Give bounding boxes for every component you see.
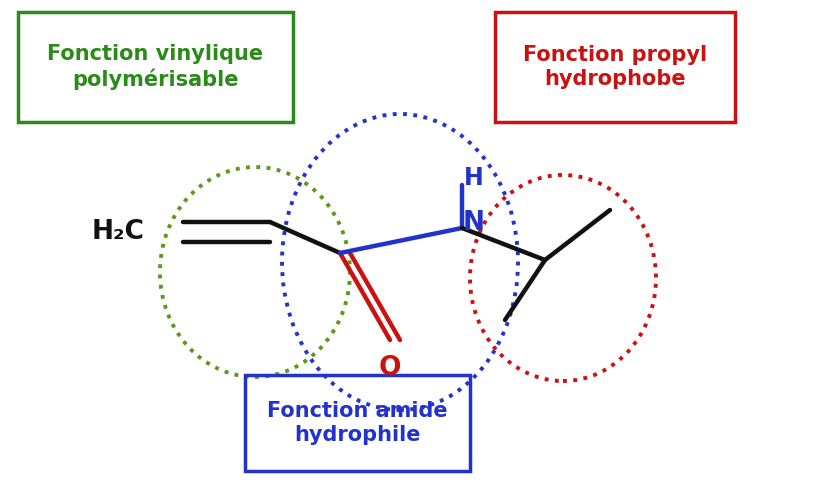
- Text: H₂C: H₂C: [91, 219, 145, 245]
- Text: H: H: [464, 166, 484, 190]
- Text: O: O: [379, 355, 401, 381]
- Text: Fonction vinylique
polymérisable: Fonction vinylique polymérisable: [48, 45, 264, 90]
- Text: Fonction propyl
hydrophobe: Fonction propyl hydrophobe: [523, 45, 707, 89]
- Text: Fonction amide
hydrophile: Fonction amide hydrophile: [267, 401, 448, 445]
- Text: N: N: [463, 210, 485, 236]
